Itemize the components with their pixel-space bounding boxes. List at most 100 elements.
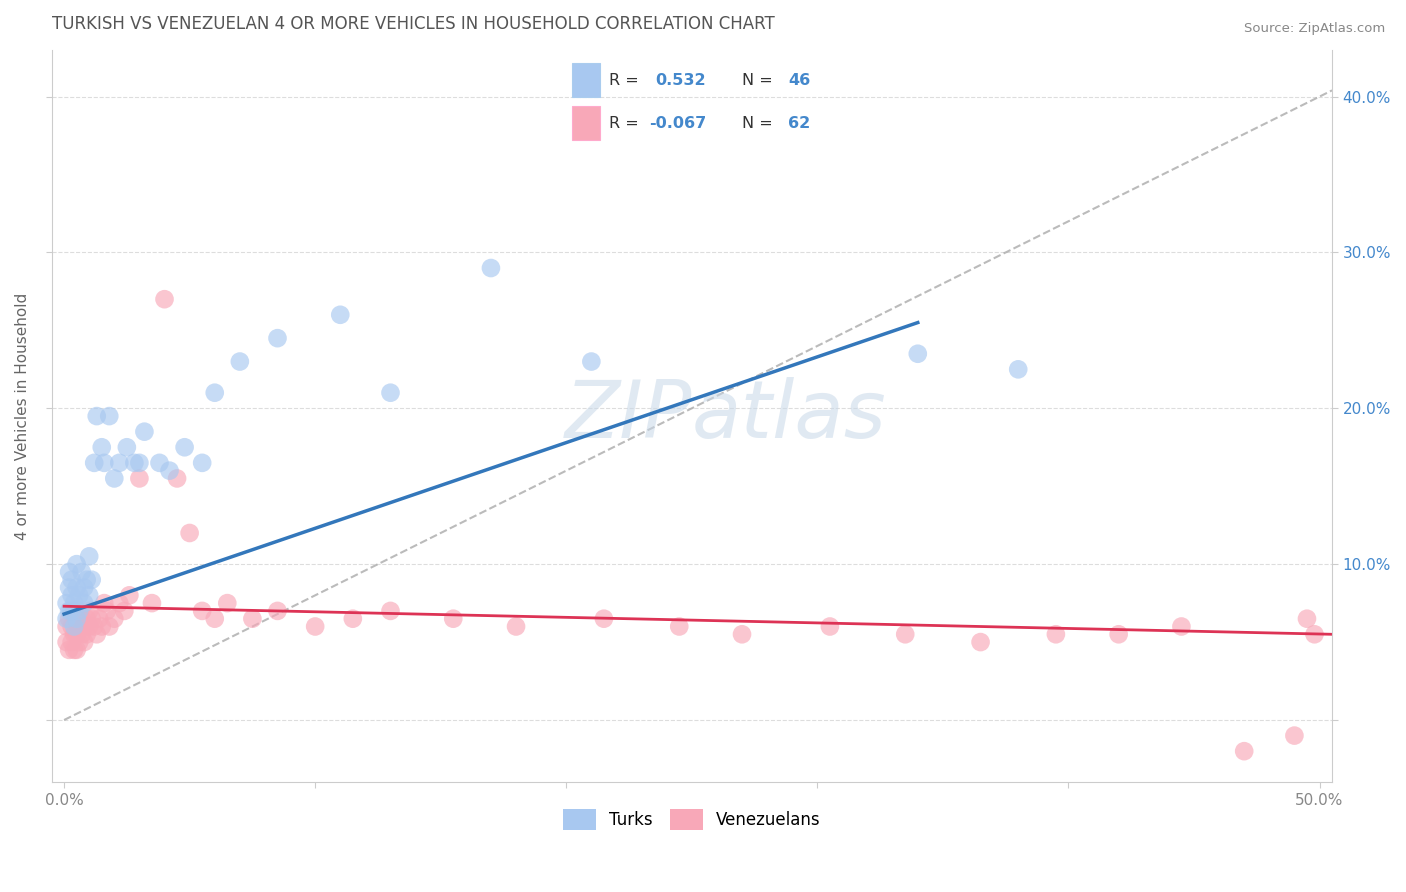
- Bar: [572, 106, 599, 140]
- Point: [153, 292, 176, 306]
- Point: [90, 440, 112, 454]
- Point: [55, 635, 77, 649]
- Point: [103, 471, 125, 485]
- Text: R =: R =: [609, 73, 644, 87]
- Point: [83, 619, 105, 633]
- Point: [1007, 362, 1029, 376]
- Point: [86, 627, 108, 641]
- Point: [63, 643, 86, 657]
- Point: [108, 456, 131, 470]
- Point: [115, 440, 138, 454]
- Point: [66, 612, 89, 626]
- Text: TURKISH VS VENEZUELAN 4 OR MORE VEHICLES IN HOUSEHOLD CORRELATION CHART: TURKISH VS VENEZUELAN 4 OR MORE VEHICLES…: [52, 15, 775, 33]
- Point: [1284, 729, 1306, 743]
- Point: [380, 385, 402, 400]
- Point: [77, 549, 100, 564]
- Point: [58, 604, 80, 618]
- Text: 62: 62: [789, 116, 810, 130]
- Point: [67, 619, 90, 633]
- Point: [90, 619, 112, 633]
- Point: [229, 354, 252, 368]
- Point: [66, 627, 89, 641]
- Point: [266, 604, 288, 618]
- Point: [63, 619, 86, 633]
- Point: [179, 526, 201, 541]
- Point: [58, 643, 80, 657]
- Point: [148, 456, 170, 470]
- Text: N =: N =: [742, 73, 778, 87]
- Point: [1170, 619, 1192, 633]
- Point: [118, 588, 141, 602]
- Y-axis label: 4 or more Vehicles in Household: 4 or more Vehicles in Household: [15, 293, 30, 540]
- Point: [86, 409, 108, 423]
- Point: [1108, 627, 1130, 641]
- Point: [67, 635, 90, 649]
- Point: [73, 596, 96, 610]
- Point: [70, 565, 93, 579]
- Point: [60, 573, 83, 587]
- Point: [55, 612, 77, 626]
- Point: [1296, 612, 1319, 626]
- Point: [380, 604, 402, 618]
- Point: [98, 409, 121, 423]
- Point: [58, 581, 80, 595]
- Point: [304, 619, 326, 633]
- Legend: Turks, Venezuelans: Turks, Venezuelans: [555, 803, 828, 837]
- Point: [242, 612, 264, 626]
- Point: [66, 557, 89, 571]
- Point: [441, 612, 464, 626]
- Bar: [572, 63, 599, 97]
- Point: [76, 627, 98, 641]
- Text: atlas: atlas: [692, 377, 887, 455]
- Point: [329, 308, 352, 322]
- Point: [581, 354, 603, 368]
- Point: [969, 635, 991, 649]
- Point: [108, 596, 131, 610]
- Point: [63, 596, 86, 610]
- Point: [141, 596, 163, 610]
- Text: -0.067: -0.067: [650, 116, 706, 130]
- Point: [70, 627, 93, 641]
- Text: R =: R =: [609, 116, 644, 130]
- Point: [80, 612, 103, 626]
- Point: [266, 331, 288, 345]
- Point: [593, 612, 616, 626]
- Point: [103, 612, 125, 626]
- Point: [60, 604, 83, 618]
- Point: [191, 456, 214, 470]
- Point: [83, 456, 105, 470]
- Point: [1233, 744, 1256, 758]
- Point: [93, 596, 115, 610]
- Point: [479, 260, 502, 275]
- Text: ZIP: ZIP: [564, 377, 692, 455]
- Point: [173, 440, 195, 454]
- Point: [55, 596, 77, 610]
- Point: [731, 627, 754, 641]
- Point: [55, 619, 77, 633]
- Point: [505, 619, 527, 633]
- Point: [76, 573, 98, 587]
- Point: [63, 604, 86, 618]
- Point: [60, 588, 83, 602]
- Point: [128, 471, 150, 485]
- Point: [204, 385, 226, 400]
- Text: Source: ZipAtlas.com: Source: ZipAtlas.com: [1244, 22, 1385, 36]
- Point: [894, 627, 917, 641]
- Point: [58, 565, 80, 579]
- Point: [67, 604, 90, 618]
- Point: [70, 612, 93, 626]
- Point: [217, 596, 239, 610]
- Point: [191, 604, 214, 618]
- Point: [1303, 627, 1326, 641]
- Point: [93, 456, 115, 470]
- Point: [112, 604, 135, 618]
- Point: [67, 588, 90, 602]
- Point: [58, 612, 80, 626]
- Point: [342, 612, 364, 626]
- Point: [907, 347, 929, 361]
- Text: 46: 46: [789, 73, 810, 87]
- Point: [77, 588, 100, 602]
- Text: 0.532: 0.532: [655, 73, 706, 87]
- Point: [66, 581, 89, 595]
- Point: [98, 619, 121, 633]
